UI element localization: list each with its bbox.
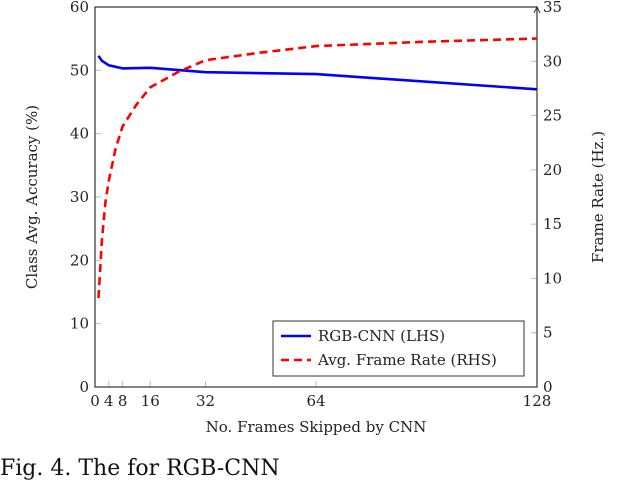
x-axis-label: No. Frames Skipped by CNN (206, 418, 427, 436)
y-left-tick-label: 40 (70, 125, 89, 143)
x-tick-label: 16 (141, 392, 160, 410)
y-right-tick-label: 5 (543, 324, 553, 342)
dual-axis-line-chart: 0 4 8 16 32 64 128010203040506005101520253035N… (23, 0, 607, 436)
x-tick-label: 8 (118, 392, 128, 410)
x-tick-label: 0 (90, 392, 100, 410)
x-tick-label: 32 (196, 392, 215, 410)
y-left-axis-label: Class Avg. Accuracy (%) (23, 105, 41, 289)
y-left-tick-label: 0 (79, 378, 89, 396)
y-right-tick-label: 15 (543, 215, 562, 233)
y-right-tick-label: 25 (543, 107, 562, 125)
legend-label-0: RGB-CNN (LHS) (318, 327, 445, 345)
y-left-tick-label: 20 (70, 251, 89, 269)
y-right-tick-label: 35 (543, 0, 562, 16)
y-left-tick-label: 60 (70, 0, 89, 16)
y-right-axis-label: Frame Rate (Hz.) (589, 131, 607, 263)
legend-box (272, 320, 525, 377)
right-axis-arrow-icon (533, 5, 541, 14)
y-right-tick-label: 10 (543, 269, 562, 287)
series-line-0 (97, 55, 538, 91)
y-right-tick-label: 20 (543, 161, 562, 179)
y-left-tick-label: 10 (70, 315, 89, 333)
legend-label-1: Avg. Frame Rate (RHS) (317, 351, 497, 369)
y-right-tick-label: 0 (543, 378, 553, 396)
plot-frame (94, 6, 538, 388)
y-left-tick-label: 50 (70, 61, 89, 79)
figure-caption: Fig. 4. The for RGB-CNN (0, 456, 280, 481)
y-right-tick-label: 30 (543, 52, 562, 70)
x-tick-label: 128 (523, 392, 552, 410)
series-line-1 (97, 37, 538, 299)
x-tick-label: 64 (306, 392, 325, 410)
y-left-tick-label: 30 (70, 188, 89, 206)
x-tick-label: 4 (104, 392, 114, 410)
